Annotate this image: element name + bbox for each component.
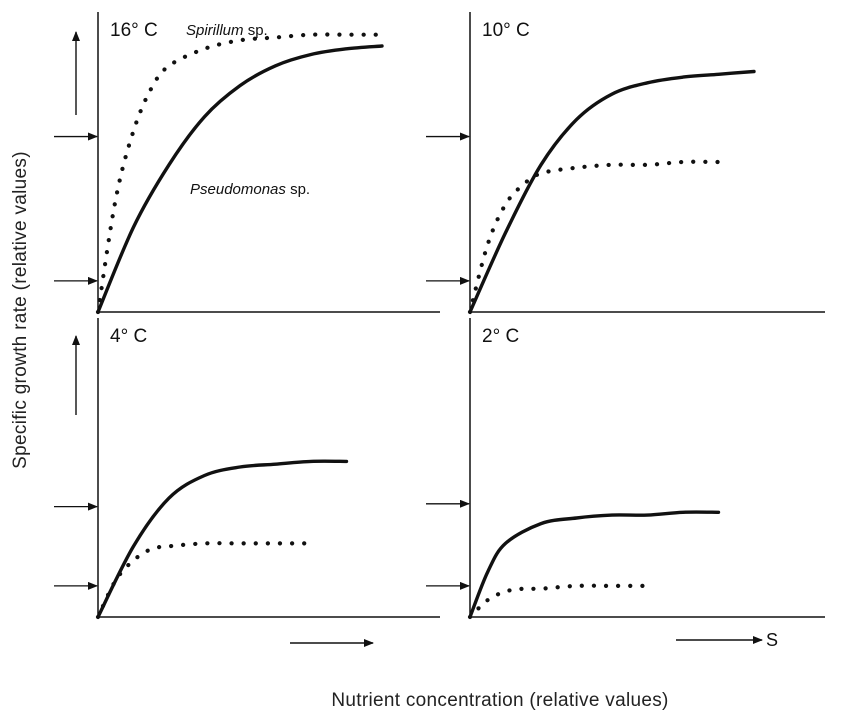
- series-line-dotted: [95, 541, 314, 620]
- series-line-dotted: [95, 32, 385, 315]
- panel-3: 4° C: [54, 318, 440, 620]
- panel-temperature-label: 16° C: [110, 20, 158, 41]
- panel-2: 10° C: [426, 12, 825, 315]
- series-line-solid: [468, 510, 721, 619]
- panel-4: 2° C: [426, 318, 825, 620]
- panel-temperature-label: 10° C: [482, 20, 530, 41]
- x-axis-symbol: S: [766, 630, 778, 650]
- x-axis-title: Nutrient concentration (relative values): [331, 690, 668, 711]
- y-axis-title: Specific growth rate (relative values): [10, 151, 31, 469]
- species-label-pseudomonas: Pseudomonas sp.: [190, 181, 310, 198]
- species-suffix: sp.: [290, 181, 310, 198]
- species-suffix: sp.: [248, 22, 268, 39]
- panel-temperature-label: 4° C: [110, 326, 147, 347]
- series-line-dotted: [467, 583, 650, 620]
- panels-group: 16° C Spirillum sp. Pseudomonas sp. 10° C 4°…: [54, 12, 825, 620]
- series-line-solid: [468, 69, 756, 314]
- panel-temperature-label: 2° C: [482, 326, 519, 347]
- panel-1: 16° C Spirillum sp. Pseudomonas sp.: [54, 12, 440, 315]
- species-label-spirillum: Spirillum sp.: [186, 22, 268, 39]
- series-line-dotted: [467, 159, 721, 315]
- series-line-solid: [96, 44, 384, 314]
- series-line-solid: [96, 459, 349, 619]
